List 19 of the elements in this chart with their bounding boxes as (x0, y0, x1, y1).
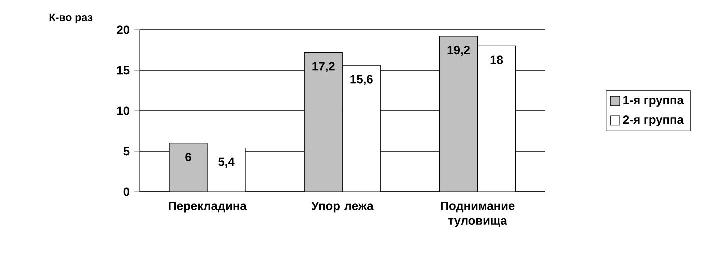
data-label: 15,6 (350, 75, 373, 86)
y-tick-label: 10 (117, 106, 130, 116)
bar (478, 46, 516, 192)
data-label: 18 (490, 56, 504, 64)
x-tick-label: Поднимание туловища (441, 202, 515, 228)
legend-label: 1-я группа (624, 96, 684, 107)
y-tick-label: 5 (124, 147, 130, 156)
x-tick-label: Перекладина (169, 202, 247, 213)
data-label: 19,2 (448, 46, 470, 56)
y-tick-label: 15 (117, 66, 130, 75)
y-tick-label: 20 (117, 26, 130, 34)
data-label: 17,2 (312, 62, 335, 73)
data-label: 6 (186, 152, 192, 162)
y-axis-title: К-во раз (50, 14, 93, 24)
data-label: 5,4 (218, 158, 235, 168)
y-tick-label: 0 (124, 188, 130, 196)
text: 2-я группа (623, 116, 684, 126)
x-tick-label: Упор лежа (312, 202, 374, 213)
bar (440, 36, 478, 192)
